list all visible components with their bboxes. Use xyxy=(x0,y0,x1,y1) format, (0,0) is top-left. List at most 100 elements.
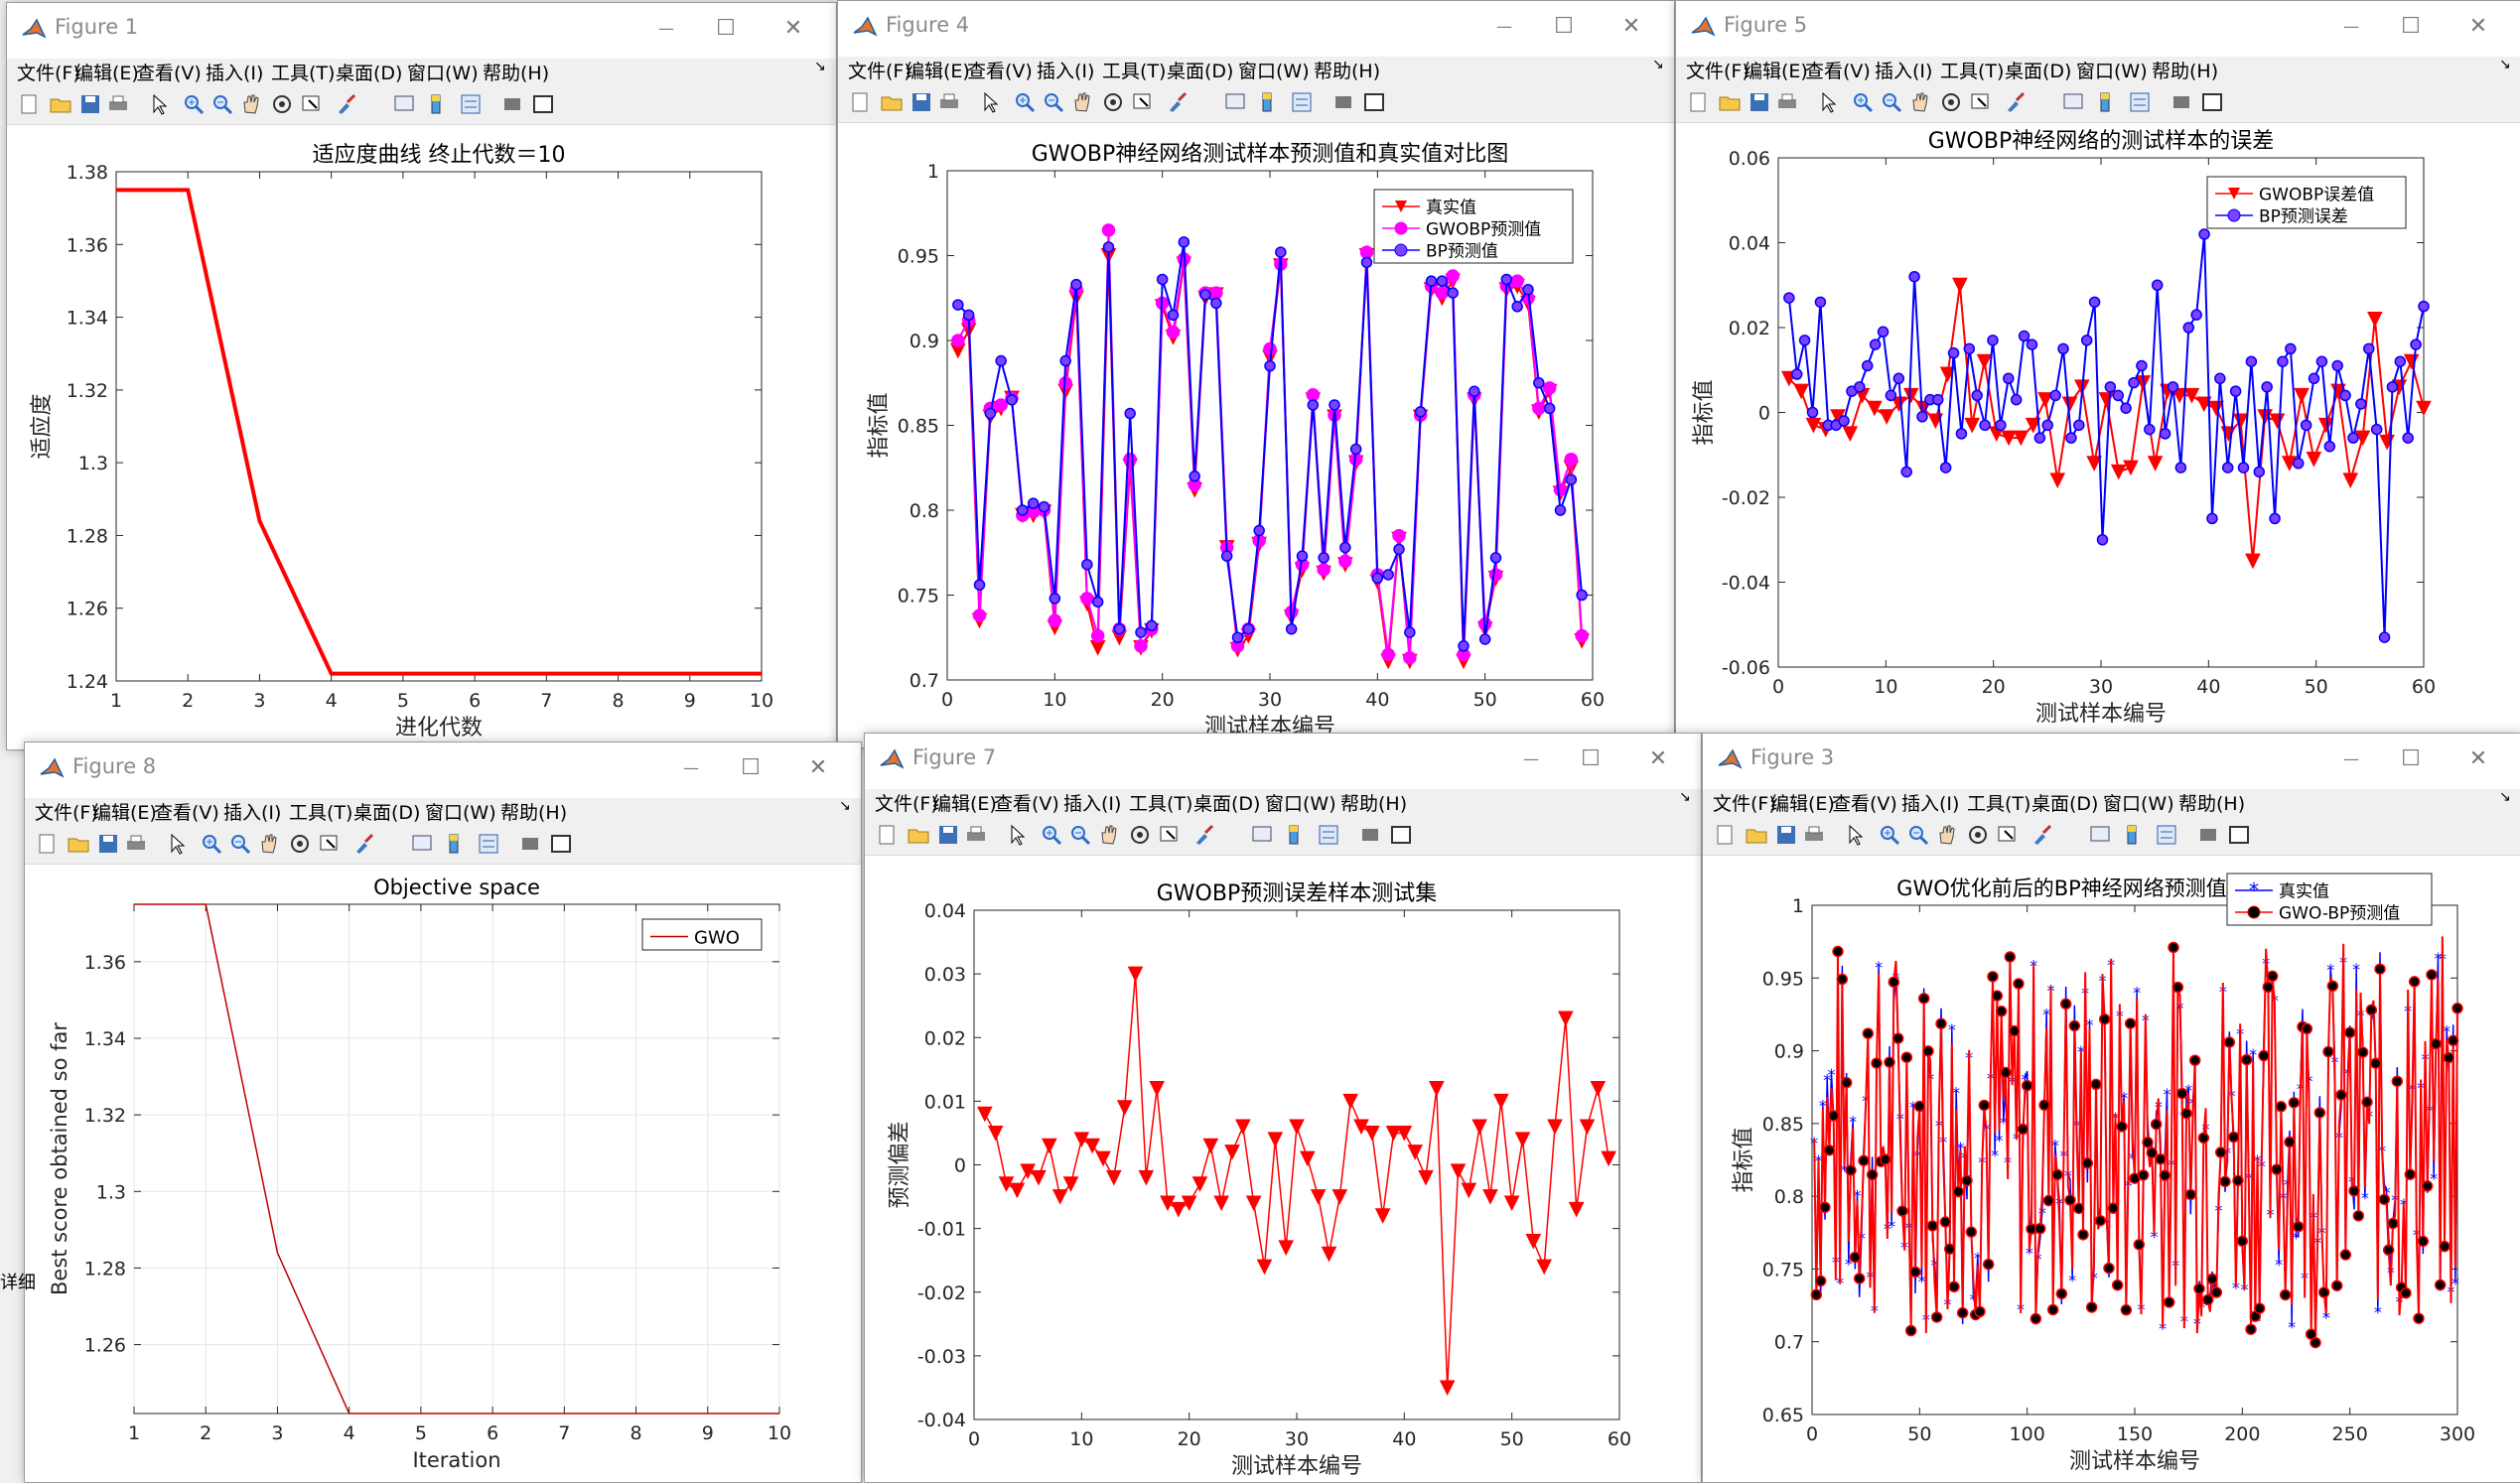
rotate-3d-icon[interactable] xyxy=(288,832,312,856)
menu-item[interactable]: 文件(F) xyxy=(17,63,80,84)
minimize-button[interactable]: — xyxy=(1496,17,1512,36)
menu-item[interactable]: 窗口(W) xyxy=(425,802,496,824)
print-icon[interactable] xyxy=(124,832,148,856)
menu-dock-arrow-icon[interactable]: ↘ xyxy=(1679,789,1691,805)
legend-icon[interactable] xyxy=(1317,823,1340,847)
figure-5-window[interactable]: Figure 5 — ☐ ✕ 文件(F) 编辑(E) 查看(V) 插入(I) 工具(T) 桌面(D… xyxy=(1675,0,2520,741)
colorbar-icon[interactable] xyxy=(1255,90,1279,114)
figure-8-window[interactable]: Figure 8 — ☐ ✕ 文件(F) 编辑(E) 查看(V) 插入(I) 工具(T) 桌面(D… xyxy=(24,742,862,1483)
menu-item[interactable]: 窗口(W) xyxy=(407,63,479,84)
show-tools-icon[interactable] xyxy=(1389,823,1413,847)
menu-item[interactable]: 工具(T) xyxy=(289,802,353,824)
menu-item[interactable]: 桌面(D) xyxy=(1167,61,1234,82)
menu-dock-arrow-icon[interactable]: ↘ xyxy=(1652,57,1664,72)
figure-1-window[interactable]: Figure 1 — ☐ ✕ 文件(F) 编辑(E) 查看(V) 插入(I) 工具(T) 桌面(D… xyxy=(6,2,837,750)
hide-tools-icon[interactable] xyxy=(2196,823,2220,847)
menu-item[interactable]: 插入(I) xyxy=(1037,61,1095,82)
brush-icon[interactable] xyxy=(335,92,358,116)
close-button[interactable]: ✕ xyxy=(1648,746,1668,771)
link-plot-icon[interactable] xyxy=(392,92,416,116)
colorbar-icon[interactable] xyxy=(1282,823,1306,847)
menu-item[interactable]: 帮助(H) xyxy=(2152,61,2219,82)
link-plot-icon[interactable] xyxy=(2088,823,2112,847)
close-button[interactable]: ✕ xyxy=(1621,14,1641,39)
menu-dock-arrow-icon[interactable]: ↘ xyxy=(814,59,826,74)
menu-item[interactable]: 文件(F) xyxy=(848,61,911,82)
hide-tools-icon[interactable] xyxy=(2170,90,2193,114)
hide-tools-icon[interactable] xyxy=(1331,90,1355,114)
menu-item[interactable]: 插入(I) xyxy=(223,802,282,824)
data-cursor-icon[interactable] xyxy=(1968,90,1992,114)
select-arrow-icon[interactable] xyxy=(1844,823,1868,847)
rotate-3d-icon[interactable] xyxy=(270,92,294,116)
save-icon[interactable] xyxy=(1748,90,1771,114)
menu-item[interactable]: 文件(F) xyxy=(1713,793,1776,815)
figure-4-window[interactable]: Figure 4 — ☐ ✕ 文件(F) 编辑(E) 查看(V) 插入(I) 工具(T) 桌面(D… xyxy=(837,0,1675,748)
select-arrow-icon[interactable] xyxy=(1006,823,1030,847)
open-file-icon[interactable] xyxy=(907,823,930,847)
menu-dock-arrow-icon[interactable]: ↘ xyxy=(2499,57,2511,72)
zoom-out-icon[interactable] xyxy=(1880,90,1903,114)
close-button[interactable]: ✕ xyxy=(783,16,803,41)
menu-item[interactable]: 窗口(W) xyxy=(2103,793,2174,815)
menu-item[interactable]: 编辑(E) xyxy=(1744,61,1808,82)
menu-item[interactable]: 查看(V) xyxy=(994,793,1059,815)
menu-item[interactable]: 插入(I) xyxy=(1063,793,1122,815)
menu-item[interactable]: 编辑(E) xyxy=(74,63,139,84)
menu-item[interactable]: 查看(V) xyxy=(1832,793,1897,815)
pan-hand-icon[interactable] xyxy=(257,832,281,856)
new-file-icon[interactable] xyxy=(848,90,872,114)
menu-item[interactable]: 插入(I) xyxy=(206,63,264,84)
print-icon[interactable] xyxy=(964,823,988,847)
select-arrow-icon[interactable] xyxy=(1817,90,1841,114)
menu-item[interactable]: 帮助(H) xyxy=(1314,61,1381,82)
figure-3-window[interactable]: Figure 3 — ☐ ✕ 文件(F) 编辑(E) 查看(V) 插入(I) 工具(T) 桌面(D… xyxy=(1702,733,2520,1483)
menu-item[interactable]: 工具(T) xyxy=(1102,61,1167,82)
new-file-icon[interactable] xyxy=(17,92,41,116)
menu-item[interactable]: 窗口(W) xyxy=(2076,61,2148,82)
zoom-out-icon[interactable] xyxy=(228,832,252,856)
zoom-in-icon[interactable] xyxy=(1040,823,1063,847)
rotate-3d-icon[interactable] xyxy=(1939,90,1963,114)
menu-item[interactable]: 查看(V) xyxy=(136,63,202,84)
menu-item[interactable]: 编辑(E) xyxy=(92,802,157,824)
menu-item[interactable]: 文件(F) xyxy=(875,793,938,815)
new-file-icon[interactable] xyxy=(1686,90,1710,114)
menu-item[interactable]: 桌面(D) xyxy=(336,63,403,84)
new-file-icon[interactable] xyxy=(35,832,59,856)
data-cursor-icon[interactable] xyxy=(1130,90,1154,114)
zoom-out-icon[interactable] xyxy=(1042,90,1065,114)
maximize-button[interactable]: ☐ xyxy=(1554,14,1574,39)
open-file-icon[interactable] xyxy=(49,92,72,116)
menu-item[interactable]: 帮助(H) xyxy=(1340,793,1408,815)
brush-icon[interactable] xyxy=(1192,823,1216,847)
save-icon[interactable] xyxy=(1774,823,1798,847)
minimize-button[interactable]: — xyxy=(1523,749,1539,768)
zoom-in-icon[interactable] xyxy=(1851,90,1875,114)
hide-tools-icon[interactable] xyxy=(500,92,524,116)
maximize-button[interactable]: ☐ xyxy=(2401,14,2421,39)
menu-item[interactable]: 桌面(D) xyxy=(2005,61,2072,82)
minimize-button[interactable]: — xyxy=(658,19,674,38)
menu-item[interactable]: 窗口(W) xyxy=(1238,61,1310,82)
open-file-icon[interactable] xyxy=(880,90,904,114)
zoom-in-icon[interactable] xyxy=(1013,90,1037,114)
close-button[interactable]: ✕ xyxy=(808,755,828,780)
brush-icon[interactable] xyxy=(2004,90,2028,114)
brush-icon[interactable] xyxy=(1166,90,1190,114)
menu-item[interactable]: 编辑(E) xyxy=(1770,793,1835,815)
link-plot-icon[interactable] xyxy=(1250,823,1274,847)
maximize-button[interactable]: ☐ xyxy=(2401,746,2421,771)
menu-dock-arrow-icon[interactable]: ↘ xyxy=(839,798,851,814)
open-file-icon[interactable] xyxy=(1718,90,1742,114)
rotate-3d-icon[interactable] xyxy=(1128,823,1152,847)
open-file-icon[interactable] xyxy=(67,832,90,856)
save-icon[interactable] xyxy=(96,832,120,856)
print-icon[interactable] xyxy=(1802,823,1826,847)
menu-item[interactable]: 查看(V) xyxy=(967,61,1033,82)
new-file-icon[interactable] xyxy=(1713,823,1737,847)
new-file-icon[interactable] xyxy=(875,823,899,847)
zoom-in-icon[interactable] xyxy=(1878,823,1901,847)
save-icon[interactable] xyxy=(78,92,102,116)
menu-item[interactable]: 插入(I) xyxy=(1875,61,1933,82)
